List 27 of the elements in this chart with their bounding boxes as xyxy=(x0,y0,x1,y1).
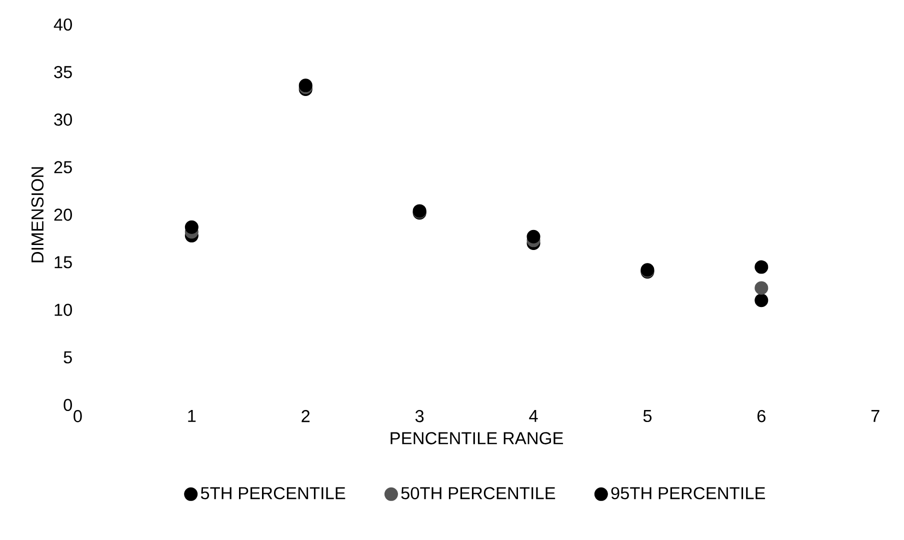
legend-label: 50TH PERCENTILE xyxy=(401,487,556,500)
y-tick-label: 0 xyxy=(64,398,72,412)
x-tick-label: 3 xyxy=(415,410,424,422)
x-tick-label: 6 xyxy=(757,410,766,422)
y-axis-title: DIMENSION xyxy=(31,167,44,262)
point xyxy=(526,230,540,244)
x-tick-label: 7 xyxy=(871,410,880,422)
x-tick-label: 0 xyxy=(74,410,82,422)
legend-label: 95TH PERCENTILE xyxy=(611,487,766,500)
y-tick-label: 10 xyxy=(54,304,72,316)
legend-label: 5TH PERCENTILE xyxy=(200,487,346,500)
point xyxy=(754,260,768,274)
point xyxy=(754,294,768,308)
y-tick-label: 25 xyxy=(54,161,72,174)
x-tick-label: 1 xyxy=(188,410,196,422)
x-axis-title: PENCENTILE RANGE xyxy=(390,432,563,444)
point xyxy=(184,220,198,234)
y-tick-label: 5 xyxy=(64,351,72,364)
y-tick-label: 30 xyxy=(54,114,72,126)
x-tick-label: 5 xyxy=(643,410,652,422)
point xyxy=(754,281,768,295)
y-tick-label: 15 xyxy=(54,256,72,268)
y-tick-label: 20 xyxy=(54,208,72,221)
x-tick-label: 4 xyxy=(529,410,538,422)
x-tick-label: 2 xyxy=(302,410,310,422)
y-tick-label: 40 xyxy=(54,18,72,31)
y-tick-label: 35 xyxy=(54,66,72,78)
